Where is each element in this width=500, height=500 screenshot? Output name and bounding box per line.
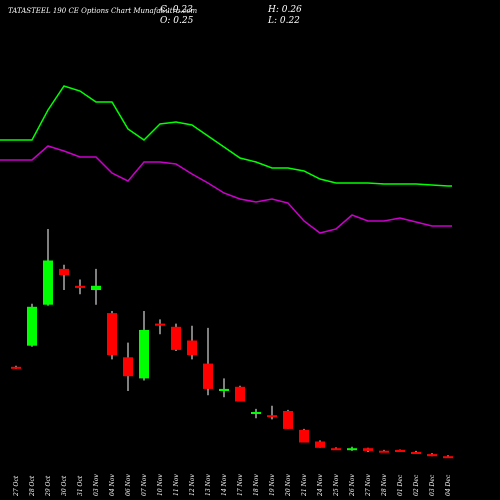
- candle-body-up: [139, 330, 149, 379]
- close-value: C: 0.23: [160, 5, 193, 15]
- candle: [59, 264, 69, 290]
- candle-body-down: [331, 448, 341, 451]
- x-tick-label: 17 Nov: [237, 474, 244, 496]
- candle-body-down: [443, 456, 453, 459]
- x-tick-label: 04 Dec: [445, 474, 452, 496]
- candle: [411, 450, 421, 454]
- candle-body-down: [235, 386, 245, 402]
- candle: [219, 378, 229, 398]
- indicator-line-1: [0, 85, 452, 187]
- x-tick-label: 01 Dec: [397, 474, 404, 496]
- x-tick-label: 06 Nov: [125, 474, 132, 496]
- candle: [395, 449, 405, 452]
- x-tick-label: 18 Nov: [253, 474, 260, 496]
- candle-body-up: [27, 306, 37, 346]
- candle: [379, 449, 389, 453]
- candle: [27, 303, 37, 347]
- x-tick-label: 13 Nov: [205, 474, 212, 496]
- x-tick-label: 30 Oct: [61, 475, 68, 496]
- x-tick-label: 07 Nov: [141, 474, 148, 496]
- candle: [139, 311, 149, 381]
- candle-body-down: [427, 454, 437, 457]
- candle-body-down: [299, 429, 309, 443]
- x-tick-label: 02 Dec: [413, 474, 420, 496]
- indicator-lines: [0, 85, 452, 234]
- x-tick-label: 03 Dec: [429, 474, 436, 496]
- candle-body-down: [155, 323, 165, 326]
- candle: [203, 327, 213, 396]
- candle-body-down: [283, 411, 293, 429]
- candle: [251, 408, 261, 419]
- candle-body-down: [379, 450, 389, 453]
- chart-title: TATASTEEL 190 CE Options Chart MunafaSut…: [8, 7, 198, 15]
- candle: [187, 325, 197, 360]
- high-value: H: 0.26: [268, 5, 302, 15]
- x-tick-label: 10 Nov: [157, 474, 164, 496]
- x-tick-label: 27 Nov: [365, 474, 372, 497]
- candle-body-down: [363, 448, 373, 451]
- candle-body-down: [123, 357, 133, 377]
- candle-body-down: [187, 340, 197, 356]
- candle-body-down: [171, 326, 181, 350]
- x-tick-label: 24 Nov: [317, 474, 324, 497]
- candle: [43, 229, 53, 306]
- candle-body-up: [219, 388, 229, 391]
- candle: [91, 268, 101, 305]
- candle: [267, 405, 277, 420]
- candle-body-down: [395, 449, 405, 452]
- indicator-line-2: [0, 145, 452, 234]
- x-tick-label: 11 Nov: [173, 474, 180, 496]
- x-axis-labels: 27 Oct 28 Oct 29 Oct 30 Oct 31 Oct 03 Nov 04 N…: [13, 474, 452, 497]
- candle-body-up: [251, 412, 261, 414]
- candle: [315, 440, 325, 448]
- candle-body-down: [315, 441, 325, 448]
- candle: [347, 446, 357, 451]
- candle-body-up: [43, 260, 53, 305]
- candlesticks: [11, 229, 453, 459]
- candle: [299, 428, 309, 443]
- x-tick-label: 21 Nov: [301, 474, 308, 497]
- candle: [283, 409, 293, 429]
- x-tick-label: 12 Nov: [189, 474, 196, 496]
- candle: [11, 365, 21, 369]
- low-value: L: 0.22: [268, 16, 300, 26]
- x-tick-label: 27 Oct: [13, 475, 20, 497]
- x-tick-label: 14 Nov: [221, 474, 228, 496]
- candle-body-up: [347, 448, 357, 451]
- candle: [363, 447, 373, 452]
- candle: [75, 279, 85, 295]
- open-value: O: 0.25: [160, 16, 194, 26]
- x-tick-label: 28 Nov: [381, 474, 388, 497]
- candle-body-up: [91, 285, 101, 290]
- x-tick-label: 04 Nov: [109, 474, 116, 496]
- x-tick-label: 31 Oct: [77, 475, 84, 496]
- candle-body-down: [107, 313, 117, 356]
- x-tick-label: 26 Nov: [349, 474, 356, 497]
- candle-body-down: [203, 363, 213, 389]
- x-tick-label: 29 Oct: [45, 475, 52, 497]
- candle: [443, 455, 453, 459]
- candle-body-down: [75, 285, 85, 288]
- x-tick-label: 25 Nov: [333, 474, 340, 497]
- candle-body-down: [11, 366, 21, 369]
- x-tick-label: 28 Oct: [29, 475, 36, 497]
- candle: [427, 453, 437, 457]
- candle: [171, 323, 181, 351]
- candle-body-down: [59, 268, 69, 276]
- candle-body-down: [267, 415, 277, 418]
- x-tick-label: 03 Nov: [93, 474, 100, 496]
- x-tick-label: 19 Nov: [269, 474, 276, 496]
- candle: [155, 319, 165, 335]
- candle: [107, 311, 117, 360]
- candle: [123, 342, 133, 391]
- x-tick-label: 20 Nov: [285, 474, 292, 497]
- candle-body-down: [411, 452, 421, 454]
- candle: [235, 385, 245, 402]
- candle: [331, 447, 341, 451]
